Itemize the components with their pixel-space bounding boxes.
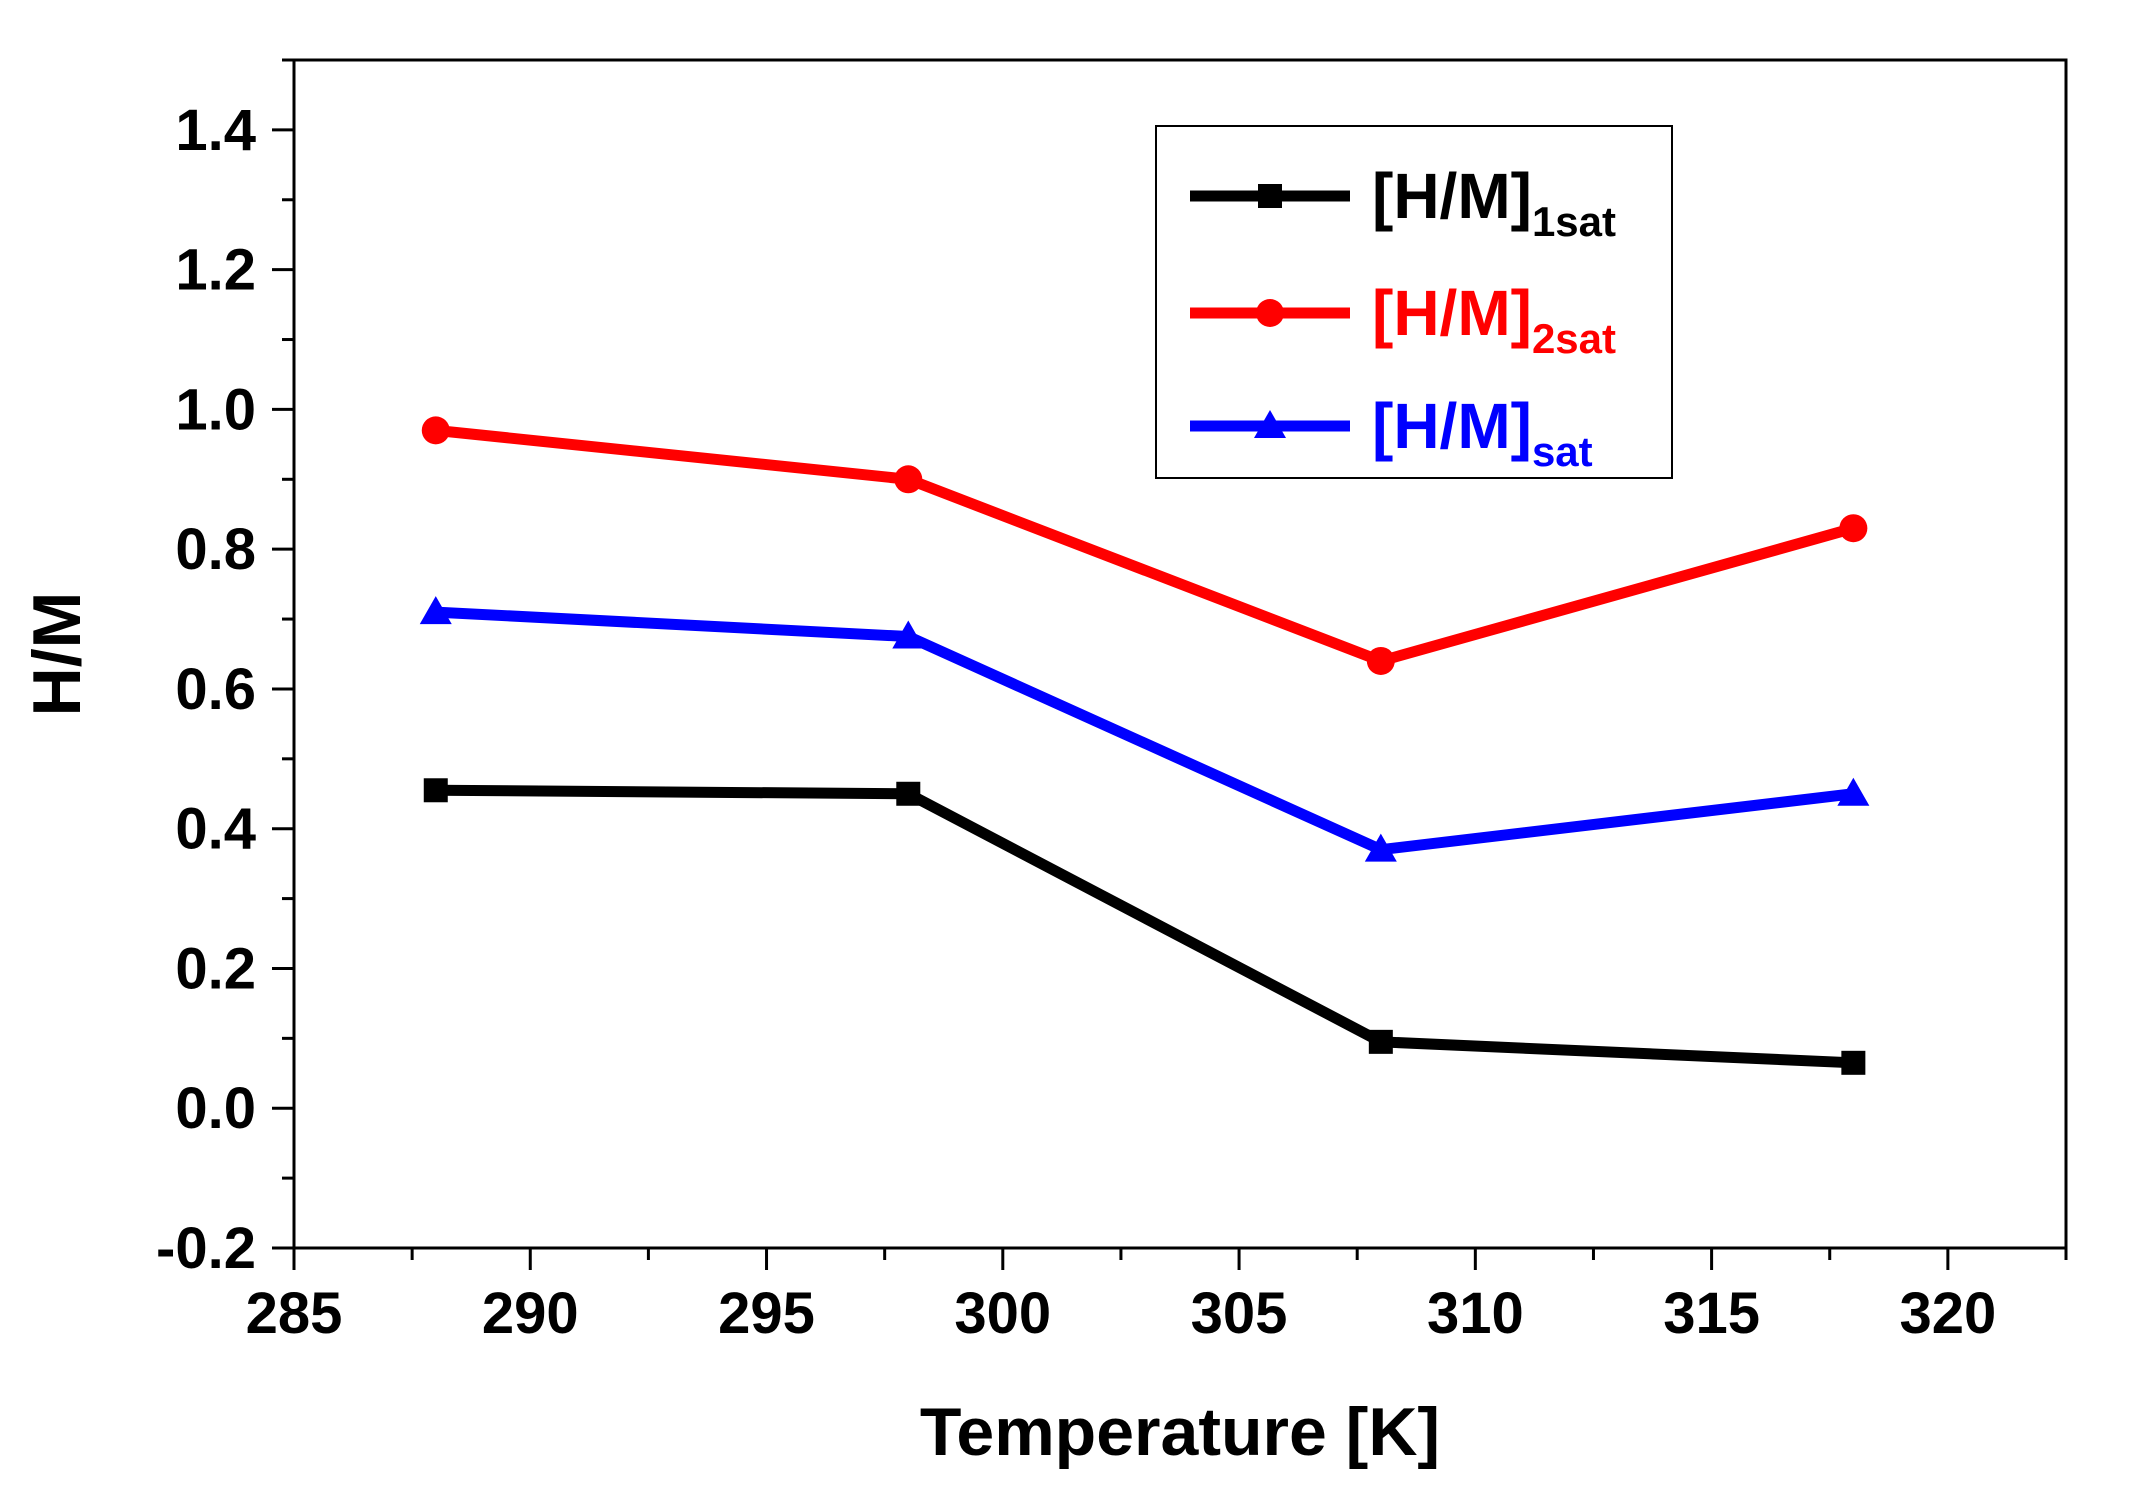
x-axis-title: Temperature [K]	[920, 1394, 1440, 1470]
data-point-circle	[1256, 299, 1284, 327]
data-point-circle	[421, 416, 450, 445]
y-axis: -0.2 0.0 0.2 0.4 0.6 0.8 1.0 1.2 1.4	[156, 58, 294, 1281]
legend-label-subscript: 2sat	[1532, 315, 1616, 362]
series-layer	[419, 416, 1870, 1075]
series-2sat	[421, 416, 1868, 675]
legend: [H/M]1sat[H/M]2sat[H/M]sat	[1155, 125, 1673, 479]
x-tick-label: 300	[954, 1281, 1051, 1346]
x-tick-label: 305	[1191, 1281, 1288, 1346]
data-point-triangle	[1254, 410, 1286, 438]
x-tick-label: 315	[1663, 1281, 1760, 1346]
data-point-triangle	[1837, 777, 1870, 806]
series-sat	[419, 596, 1870, 862]
y-tick-label: 1.4	[175, 98, 256, 163]
y-tick-label: -0.2	[156, 1216, 256, 1281]
y-tick-label: 0.0	[175, 1076, 256, 1141]
data-point-triangle	[1364, 833, 1397, 862]
legend-label-subscript: 1sat	[1532, 198, 1616, 245]
y-tick-label: 0.4	[175, 797, 256, 862]
data-point-square	[1368, 1029, 1393, 1054]
x-tick-label: 310	[1427, 1281, 1524, 1346]
series-line	[435, 784, 1854, 1069]
legend-label-subscript: sat	[1532, 428, 1593, 475]
legend-label: [H/M]1sat	[1372, 160, 1616, 245]
series-1sat	[423, 778, 1866, 1075]
data-point-triangle	[892, 620, 925, 649]
data-point-circle	[1839, 514, 1868, 543]
y-tick-label: 0.6	[175, 657, 256, 722]
x-tick-label: 285	[246, 1281, 343, 1346]
y-tick-label: 1.0	[175, 377, 256, 442]
data-point-circle	[1366, 646, 1395, 675]
y-tick-label: 1.2	[175, 238, 256, 303]
data-point-square	[896, 781, 921, 806]
x-tick-label: 320	[1899, 1281, 1996, 1346]
legend-box	[1155, 125, 1673, 479]
data-point-square	[1841, 1050, 1866, 1075]
legend-item: [H/M]1sat	[1190, 160, 1616, 245]
data-point-circle	[894, 465, 923, 494]
plot-frame	[292, 58, 2068, 1250]
y-tick-label: 0.8	[175, 517, 256, 582]
data-point-triangle	[419, 596, 452, 625]
y-axis-title: H/M	[19, 592, 95, 717]
series-line	[435, 606, 1855, 856]
legend-item: [H/M]sat	[1190, 390, 1593, 475]
x-tick-label: 295	[718, 1281, 815, 1346]
data-point-square	[423, 778, 448, 803]
series-line	[435, 424, 1855, 667]
x-tick-label: 290	[482, 1281, 579, 1346]
x-axis: 285 290 295 300 305 310 315 320	[246, 1248, 2068, 1346]
y-tick-label: 0.2	[175, 936, 256, 1001]
data-point-square	[1258, 184, 1282, 208]
